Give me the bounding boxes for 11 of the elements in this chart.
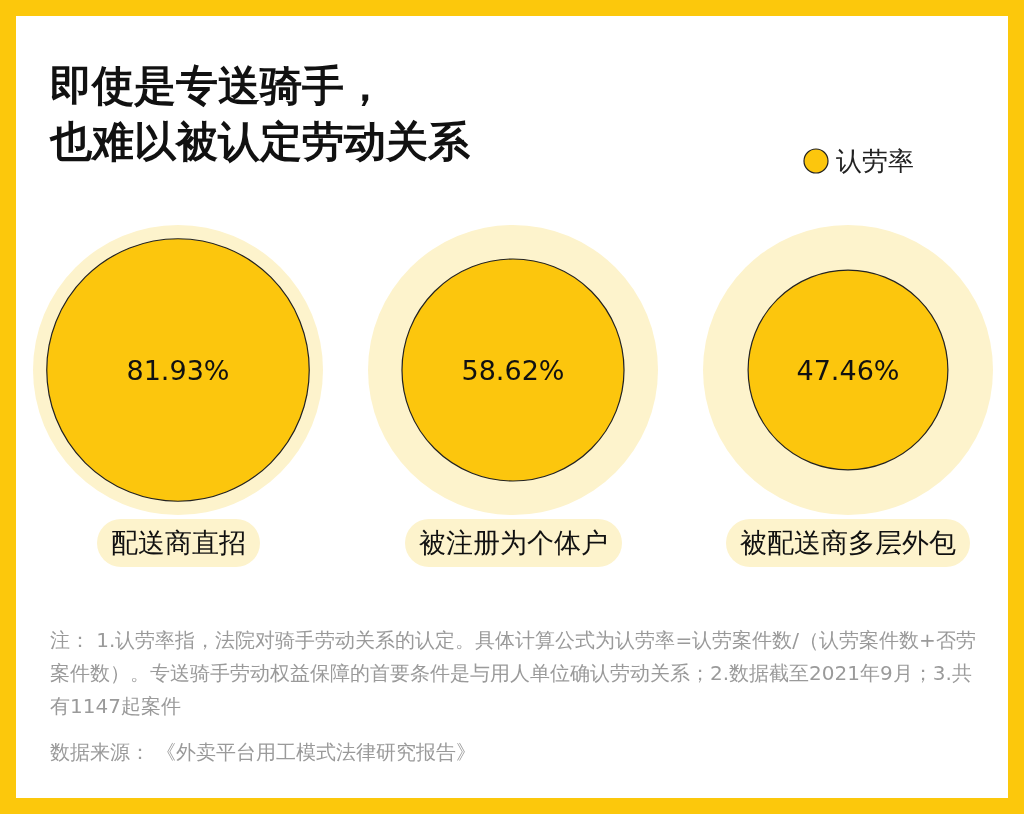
data-label: 47.46% <box>796 355 900 386</box>
annotation: 注： 1.认劳率指，法院对骑手劳动关系的认定。具体计算公式为认劳率=认劳案件数/（认劳案件数+否劳案件数）。专送骑手劳动权益保障的首要条件是与用人单位确认劳动关系；2.数据截至2021年9月；3.共有1147起案件 <box>50 627 977 720</box>
category: 被注册为个体户 <box>404 519 622 567</box>
subtitle: 也难以被认定劳动关系 <box>50 116 470 168</box>
data-label: 58.62% <box>461 355 565 386</box>
data-label: 81.93% <box>126 355 230 386</box>
category: 被配送商多层外包 <box>726 519 970 567</box>
legend: 认劳率 <box>836 144 914 179</box>
category: 配送商直招 <box>96 519 260 567</box>
title: 即使是专送骑手， <box>50 60 386 112</box>
annotation: 数据来源： 《外卖平台用工模式法律研究报告》 <box>50 739 478 766</box>
